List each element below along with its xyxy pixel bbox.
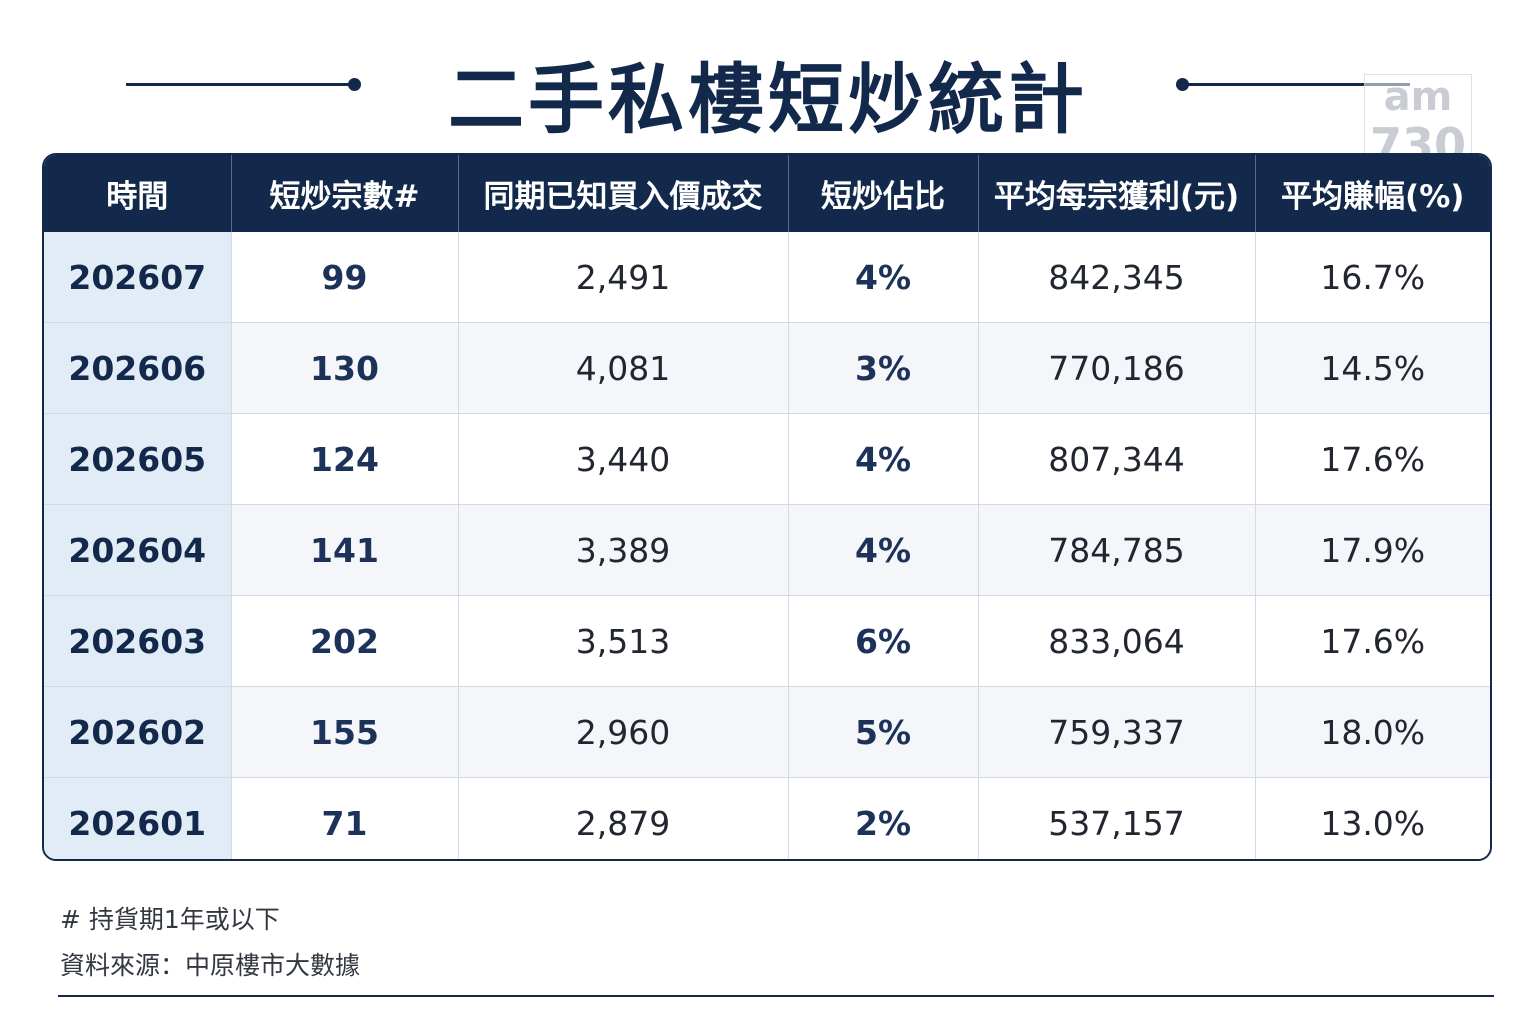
table-cell-r5-c1: 155 bbox=[231, 686, 459, 778]
table-row: 202603 202 3,513 6% 833,064 17.6% bbox=[44, 595, 1490, 687]
table-row: 202605 124 3,440 4% 807,344 17.6% bbox=[44, 413, 1490, 505]
table-cell-r6-c3: 2% bbox=[788, 777, 979, 859]
table-cell-r5-c0: 202602 bbox=[44, 686, 232, 778]
am730-logo: am 730 bbox=[1364, 74, 1472, 180]
column-header-3: 短炒佔比 bbox=[788, 155, 979, 232]
table-cell-r6-c2: 2,879 bbox=[458, 777, 789, 859]
title-decoration-dot-right bbox=[1176, 78, 1189, 91]
table-cell-r0-c5: 16.7% bbox=[1255, 232, 1490, 323]
table-cell-r3-c2: 3,389 bbox=[458, 504, 789, 596]
column-header-0: 時間 bbox=[44, 155, 232, 232]
table-cell-r0-c2: 2,491 bbox=[458, 232, 789, 323]
table-cell-r2-c0: 202605 bbox=[44, 413, 232, 505]
table-cell-r2-c2: 3,440 bbox=[458, 413, 789, 505]
data-table: 時間 短炒宗數# 同期已知買入價成交 短炒佔比 平均每宗獲利(元) 平均賺幅(%) 202… bbox=[44, 155, 1490, 859]
table-cell-r6-c0: 202601 bbox=[44, 777, 232, 859]
table-cell-r1-c0: 202606 bbox=[44, 322, 232, 414]
table-cell-r2-c5: 17.6% bbox=[1255, 413, 1490, 505]
table-cell-r0-c4: 842,345 bbox=[978, 232, 1256, 323]
table-cell-r3-c0: 202604 bbox=[44, 504, 232, 596]
table-cell-r3-c3: 4% bbox=[788, 504, 979, 596]
table-cell-r1-c4: 770,186 bbox=[978, 322, 1256, 414]
table-cell-r2-c3: 4% bbox=[788, 413, 979, 505]
table-cell-r5-c2: 2,960 bbox=[458, 686, 789, 778]
page-title: 二手私樓短炒統計 bbox=[448, 55, 1088, 144]
column-header-4: 平均每宗獲利(元) bbox=[978, 155, 1256, 232]
table-cell-r0-c1: 99 bbox=[231, 232, 459, 323]
table-cell-r6-c1: 71 bbox=[231, 777, 459, 859]
footnote-holding-period: # 持貨期1年或以下 bbox=[60, 905, 280, 934]
title-decoration-line-right bbox=[1184, 83, 1410, 86]
table-cell-r5-c5: 18.0% bbox=[1255, 686, 1490, 778]
title-decoration-dot-left bbox=[348, 78, 361, 91]
table-cell-r6-c4: 537,157 bbox=[978, 777, 1256, 859]
bottom-divider bbox=[58, 995, 1494, 997]
table-cell-r3-c1: 141 bbox=[231, 504, 459, 596]
logo-text-am: am bbox=[1383, 74, 1453, 120]
table-cell-r4-c4: 833,064 bbox=[978, 595, 1256, 687]
table-cell-r1-c1: 130 bbox=[231, 322, 459, 414]
table-row: 202602 155 2,960 5% 759,337 18.0% bbox=[44, 686, 1490, 778]
data-table-container: 時間 短炒宗數# 同期已知買入價成交 短炒佔比 平均每宗獲利(元) 平均賺幅(%) 202… bbox=[42, 153, 1492, 861]
title-decoration-line-left bbox=[126, 83, 352, 86]
table-cell-r4-c0: 202603 bbox=[44, 595, 232, 687]
table-body: 202607 99 2,491 4% 842,345 16.7% 202606 130 4,08… bbox=[44, 232, 1490, 859]
table-cell-r4-c3: 6% bbox=[788, 595, 979, 687]
table-cell-r4-c2: 3,513 bbox=[458, 595, 789, 687]
table-cell-r2-c1: 124 bbox=[231, 413, 459, 505]
footnote-data-source: 資料來源：中原樓市大數據 bbox=[60, 951, 361, 980]
table-cell-r1-c3: 3% bbox=[788, 322, 979, 414]
column-header-5: 平均賺幅(%) bbox=[1255, 155, 1490, 232]
table-header-row: 時間 短炒宗數# 同期已知買入價成交 短炒佔比 平均每宗獲利(元) 平均賺幅(%) bbox=[44, 155, 1490, 232]
table-row: 202606 130 4,081 3% 770,186 14.5% bbox=[44, 322, 1490, 414]
table-cell-r1-c5: 14.5% bbox=[1255, 322, 1490, 414]
table-cell-r2-c4: 807,344 bbox=[978, 413, 1256, 505]
table-cell-r1-c2: 4,081 bbox=[458, 322, 789, 414]
table-cell-r5-c3: 5% bbox=[788, 686, 979, 778]
table-row: 202601 71 2,879 2% 537,157 13.0% bbox=[44, 777, 1490, 859]
table-cell-r0-c3: 4% bbox=[788, 232, 979, 323]
column-header-1: 短炒宗數# bbox=[231, 155, 459, 232]
table-row: 202604 141 3,389 4% 784,785 17.9% bbox=[44, 504, 1490, 596]
table-cell-r4-c1: 202 bbox=[231, 595, 459, 687]
table-cell-r3-c4: 784,785 bbox=[978, 504, 1256, 596]
column-header-2: 同期已知買入價成交 bbox=[458, 155, 789, 232]
table-cell-r0-c0: 202607 bbox=[44, 232, 232, 323]
table-cell-r6-c5: 13.0% bbox=[1255, 777, 1490, 859]
table-cell-r3-c5: 17.9% bbox=[1255, 504, 1490, 596]
table-cell-r5-c4: 759,337 bbox=[978, 686, 1256, 778]
table-cell-r4-c5: 17.6% bbox=[1255, 595, 1490, 687]
title-row: 二手私樓短炒統計 bbox=[0, 28, 1536, 144]
table-row: 202607 99 2,491 4% 842,345 16.7% bbox=[44, 232, 1490, 323]
